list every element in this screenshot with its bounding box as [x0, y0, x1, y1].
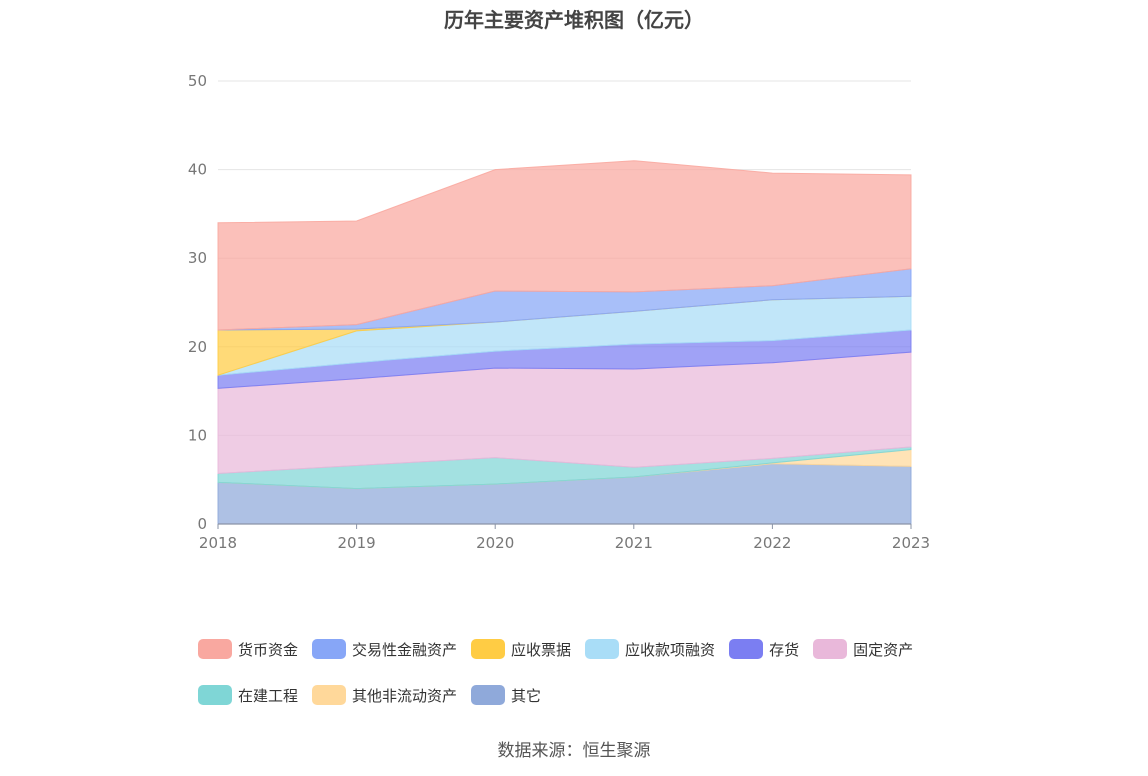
legend-swatch	[813, 639, 848, 659]
legend-swatch	[198, 685, 232, 705]
y-tick-label: 40	[188, 161, 207, 179]
legend-item[interactable]: 其他非流动资产	[312, 684, 457, 706]
legend-swatch	[585, 639, 620, 659]
legend-item[interactable]: 货币资金	[198, 638, 298, 660]
legend-label: 其它	[511, 686, 542, 705]
legend-item[interactable]: 存货	[729, 638, 799, 660]
legend-label: 货币资金	[238, 640, 299, 659]
y-tick-label: 0	[197, 515, 207, 533]
chart-title: 历年主要资产堆积图（亿元）	[444, 8, 704, 32]
x-tick-label: 2018	[199, 534, 237, 552]
legend-label: 固定资产	[853, 640, 914, 659]
legend-label: 在建工程	[238, 686, 299, 705]
data-source: 数据来源：恒生聚源	[497, 741, 651, 761]
legend-item[interactable]: 应收款项融资	[585, 638, 715, 660]
legend-label: 存货	[769, 640, 800, 659]
legend-item[interactable]: 交易性金融资产	[312, 638, 457, 660]
area-series-8	[217, 160, 912, 331]
legend-label: 交易性金融资产	[352, 640, 458, 659]
stacked-area-chart: 0 10 20 30 40 50 2018 2019 2020 2021 2022 2023	[188, 72, 930, 552]
legend-label: 应收款项融资	[625, 640, 716, 659]
legend-swatch	[312, 639, 347, 659]
legend-item[interactable]: 其它	[471, 684, 541, 706]
y-tick-label: 10	[188, 426, 207, 444]
x-tick-label: 2021	[615, 534, 653, 552]
chart-legend: 货币资金 交易性金融资产 应收票据 应收款项融资 存货 固定资产在建工程 其他非流动资产 其它	[198, 638, 998, 706]
legend-swatch	[198, 639, 232, 659]
y-tick-label: 30	[188, 249, 207, 267]
legend-label: 应收票据	[511, 640, 572, 659]
legend-item[interactable]: 在建工程	[198, 684, 298, 706]
legend-item[interactable]: 应收票据	[471, 638, 571, 660]
legend-swatch	[471, 639, 506, 659]
x-tick-label: 2022	[753, 534, 791, 552]
legend-swatch	[471, 685, 506, 705]
x-tick-label: 2020	[476, 534, 514, 552]
legend-swatch	[729, 639, 764, 659]
y-tick-label: 20	[188, 338, 207, 356]
legend-item[interactable]: 固定资产	[813, 638, 913, 660]
legend-label: 其他非流动资产	[352, 686, 458, 705]
y-tick-label: 50	[188, 72, 207, 90]
x-tick-label: 2023	[892, 534, 930, 552]
legend-swatch	[312, 685, 347, 705]
x-tick-label: 2019	[338, 534, 376, 552]
